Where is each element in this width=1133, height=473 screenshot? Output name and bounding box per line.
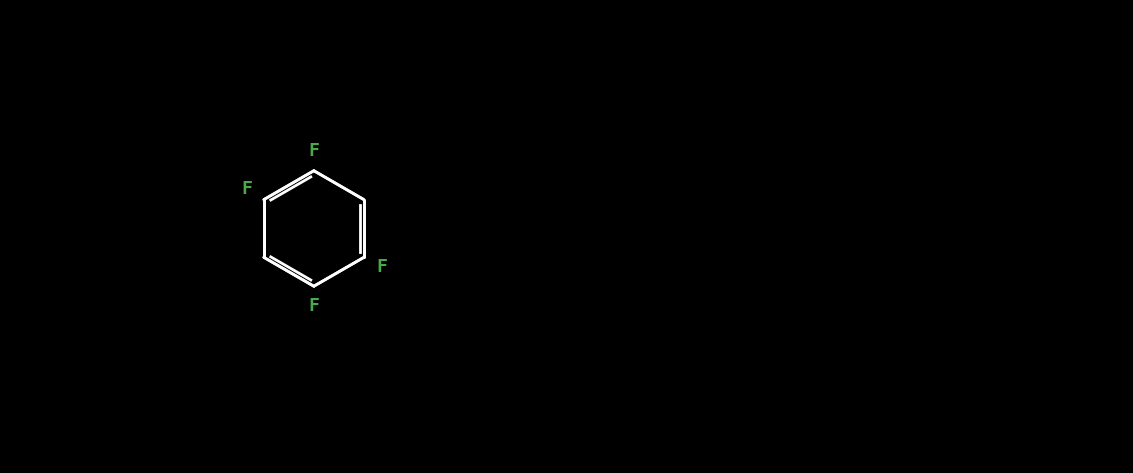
Text: F: F bbox=[376, 258, 386, 276]
Text: F: F bbox=[241, 181, 252, 199]
Text: F: F bbox=[308, 141, 320, 159]
Text: F: F bbox=[308, 298, 320, 315]
